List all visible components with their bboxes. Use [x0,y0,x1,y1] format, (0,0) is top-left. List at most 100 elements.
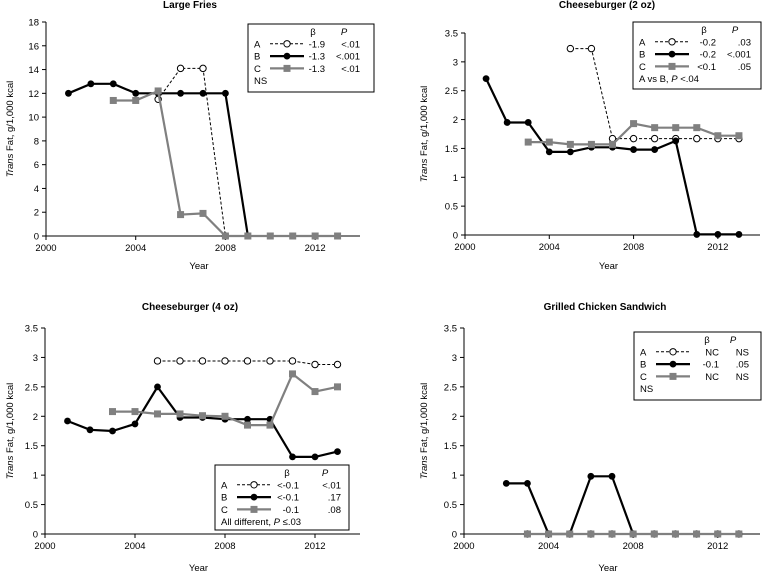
legend-row-label: C [639,62,646,73]
x-axis-label: Year [598,563,617,574]
series-c-point [289,232,297,240]
series-b-point [154,383,161,391]
series-a-point [153,357,162,365]
y-tick-label: 1 [33,471,38,482]
series-b-point [714,231,722,238]
series-c-point [154,410,161,418]
legend-beta-value: -0.2 [700,50,716,61]
legend-header-beta: β [704,335,710,346]
series-c-point [334,232,342,240]
series-c-point [566,530,574,538]
legend-box [247,23,375,93]
series-c-point [176,410,184,418]
legend-row-label: A [221,480,228,491]
legend-p-value: <.01 [322,480,341,491]
series-c-point [311,232,319,240]
series-a-point [176,64,185,73]
legend-header-p: P [730,335,737,346]
legend-row-label: B [254,52,260,63]
x-tick-label: 2004 [124,541,145,552]
series-b-point [109,80,117,88]
series-a-point [629,134,638,143]
series-c-point [199,412,206,420]
series-b-point [651,146,659,153]
x-axis-label: Year [189,261,208,272]
series-c-point [545,530,553,538]
y-tick-label: 1.5 [25,441,38,452]
series-b-point [503,119,511,126]
series-b-point [289,453,296,461]
legend-beta-value: <-0.1 [277,480,299,491]
series-c-point [523,530,531,538]
series-c-point [609,140,616,148]
legend-p-value: .05 [738,62,751,73]
series-c-point [735,132,743,140]
legend-header-p: P [322,468,329,479]
legend-p-value: .05 [736,360,749,371]
y-tick-label: 0 [33,530,38,541]
y-tick-label: 2 [33,412,38,423]
x-tick-label: 2004 [539,242,560,253]
series-a-point [176,357,184,365]
x-tick-label: 2012 [707,541,728,552]
legend-row-label: C [221,505,228,516]
legend-marker-sample [250,481,258,489]
series-c-point [199,209,207,217]
series-a-line [157,67,226,237]
legend-p-value: .03 [738,37,751,48]
y-tick-label: 10 [28,113,39,124]
series-b-point [222,89,229,97]
legend-marker-sample [669,348,677,356]
legend-row-label: B [639,50,645,61]
series-c-point [131,408,139,416]
series-c-point [672,124,680,132]
y-tick-label: 2.5 [444,382,457,393]
series-a-point [587,44,596,53]
legend-header-p: P [341,27,348,38]
y-tick-label: 16 [28,41,39,52]
legend-beta-value: -0.1 [283,505,299,516]
legend: β P A -1.9 <.01 B -1.3 <.001 C -1.3 <.01 NS [247,23,375,93]
legend-p-value: <.01 [341,39,360,50]
legend-beta-value: -1.3 [309,64,325,75]
legend-marker-sample [283,40,291,48]
x-tick-label: 2008 [623,242,644,253]
series-b-point [630,146,637,153]
series-a-point [650,134,659,143]
x-tick-label: 2012 [304,541,325,552]
x-axis-label: Year [189,563,208,574]
series-b-point [566,148,574,156]
series-a-point [288,357,297,365]
series-c-point [109,408,116,416]
y-tick-label: 0 [453,231,458,242]
x-tick-label: 2008 [623,541,644,552]
legend-marker-sample [668,38,676,46]
legend-marker-sample [669,372,677,380]
series-a-point [266,357,274,365]
series-b-point [65,89,72,97]
series-c-point [244,421,251,429]
series-c-point [221,412,229,420]
y-tick-label: 2 [34,208,39,219]
legend-p-value: NS [736,372,749,383]
legend-marker-sample [250,493,258,501]
series-b-point [693,231,701,238]
y-tick-label: 2.5 [25,382,38,393]
y-tick-label: 2 [452,412,457,423]
y-tick-label: 6 [34,160,39,171]
legend-header-beta: β [284,468,290,479]
series-b-point [132,89,140,97]
series-c-point [244,232,252,240]
chart-panel-1: Large Fries 0 2 4 6 8 10 12 14 16 18 2000 2004 2008 20… [5,0,375,272]
legend-row-label: B [221,493,227,504]
series-b-point [64,417,71,425]
series-c-point [311,388,319,396]
legend-p-value: <.001 [336,52,360,63]
legend-header-beta: β [701,25,707,36]
series-b-line [67,384,338,458]
y-tick-label: 3.5 [25,324,38,335]
series-a-point [198,357,207,365]
legend-box [633,331,762,401]
x-tick-label: 2004 [538,541,559,552]
